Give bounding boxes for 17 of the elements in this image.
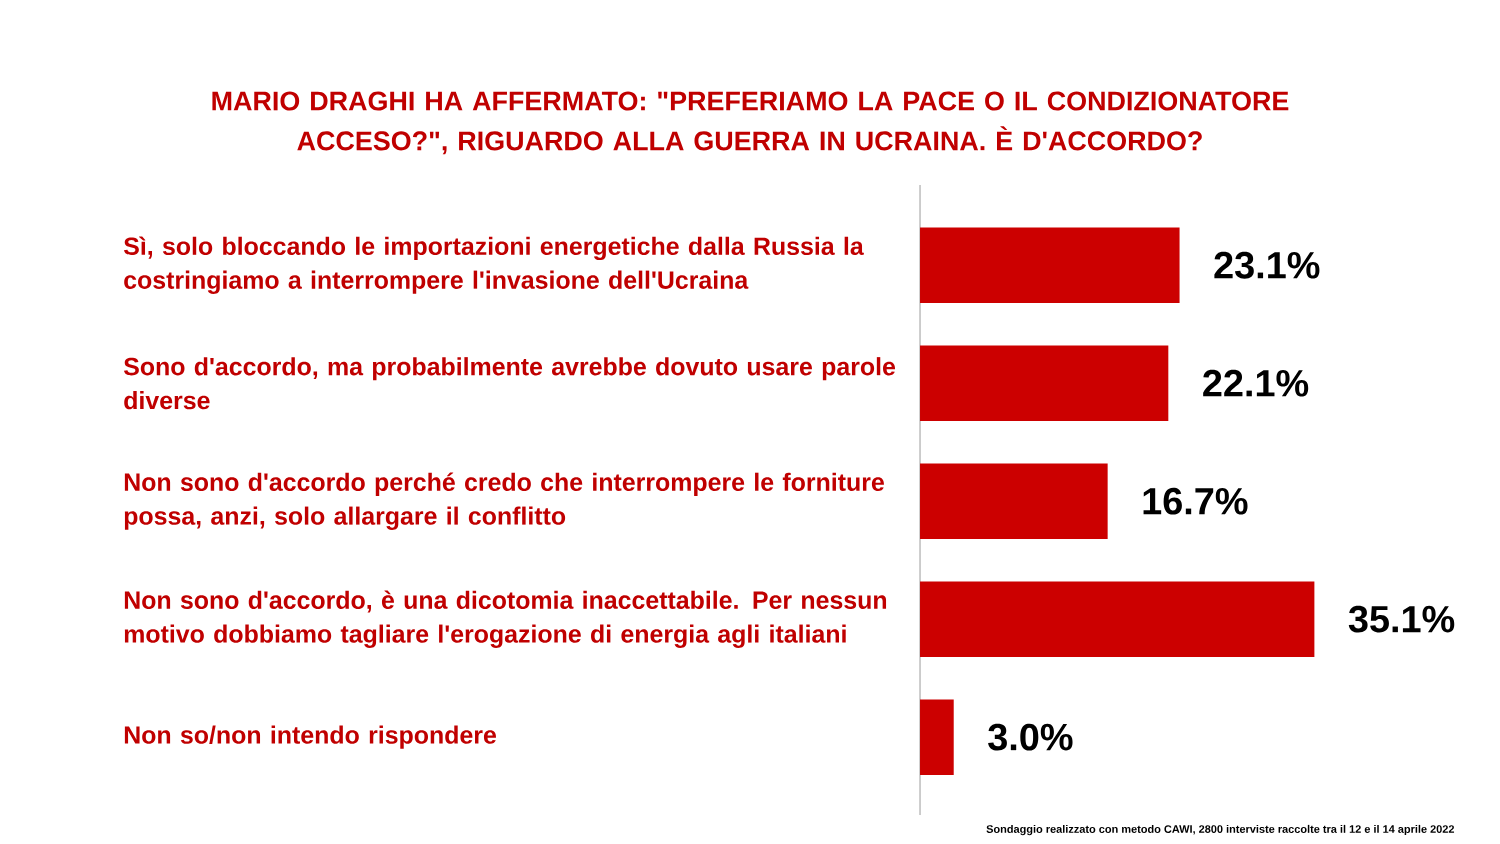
bar bbox=[920, 227, 1180, 303]
data-label: 16.7% bbox=[1143, 487, 1248, 515]
bar bbox=[920, 699, 954, 775]
bar bbox=[920, 463, 1108, 539]
text: Sondaggio realizzato con metodo CAWI, 2800 interviste raccolte tra il 12 e il 14 aprile 2022 bbox=[986, 824, 1455, 836]
data-label: 35.1% bbox=[1348, 605, 1455, 633]
data-label: 23.1% bbox=[1214, 251, 1320, 279]
y-tick-label: Sì, solo bloccando le importazioni energetiche dalla Russia la costringiamo a interrompere l'invasione dell'Ucraina bbox=[123, 236, 864, 294]
y-tick-label: Sono d'accordo, ma probabilmente avrebbe dovuto usare parole diverse bbox=[123, 357, 896, 410]
data-label: 3.0% bbox=[988, 723, 1073, 751]
y-tick-label: Non so/non intendo rispondere bbox=[124, 725, 496, 749]
bar bbox=[920, 581, 1315, 657]
bar bbox=[920, 345, 1169, 421]
y-tick-label: Non sono d'accordo perché credo che interrompere le forniture possa, anzi, solo allargare il conflitto bbox=[124, 472, 884, 530]
y-tick-label: Non sono d'accordo, è una dicotomia inaccettabile. Per nessun motivo dobbiamo tagliare l'erogazione di energia agli italiani bbox=[124, 590, 887, 648]
data-label: 22.1% bbox=[1203, 369, 1309, 397]
chart-title: MARIO DRAGHI HA AFFERMATO: "PREFERIAMO LA PACE O IL CONDIZIONATORE ACCESO?", RIGUARDO ALLA GUERRA IN UCRAINA. È D'ACCORDO? bbox=[212, 91, 1289, 155]
